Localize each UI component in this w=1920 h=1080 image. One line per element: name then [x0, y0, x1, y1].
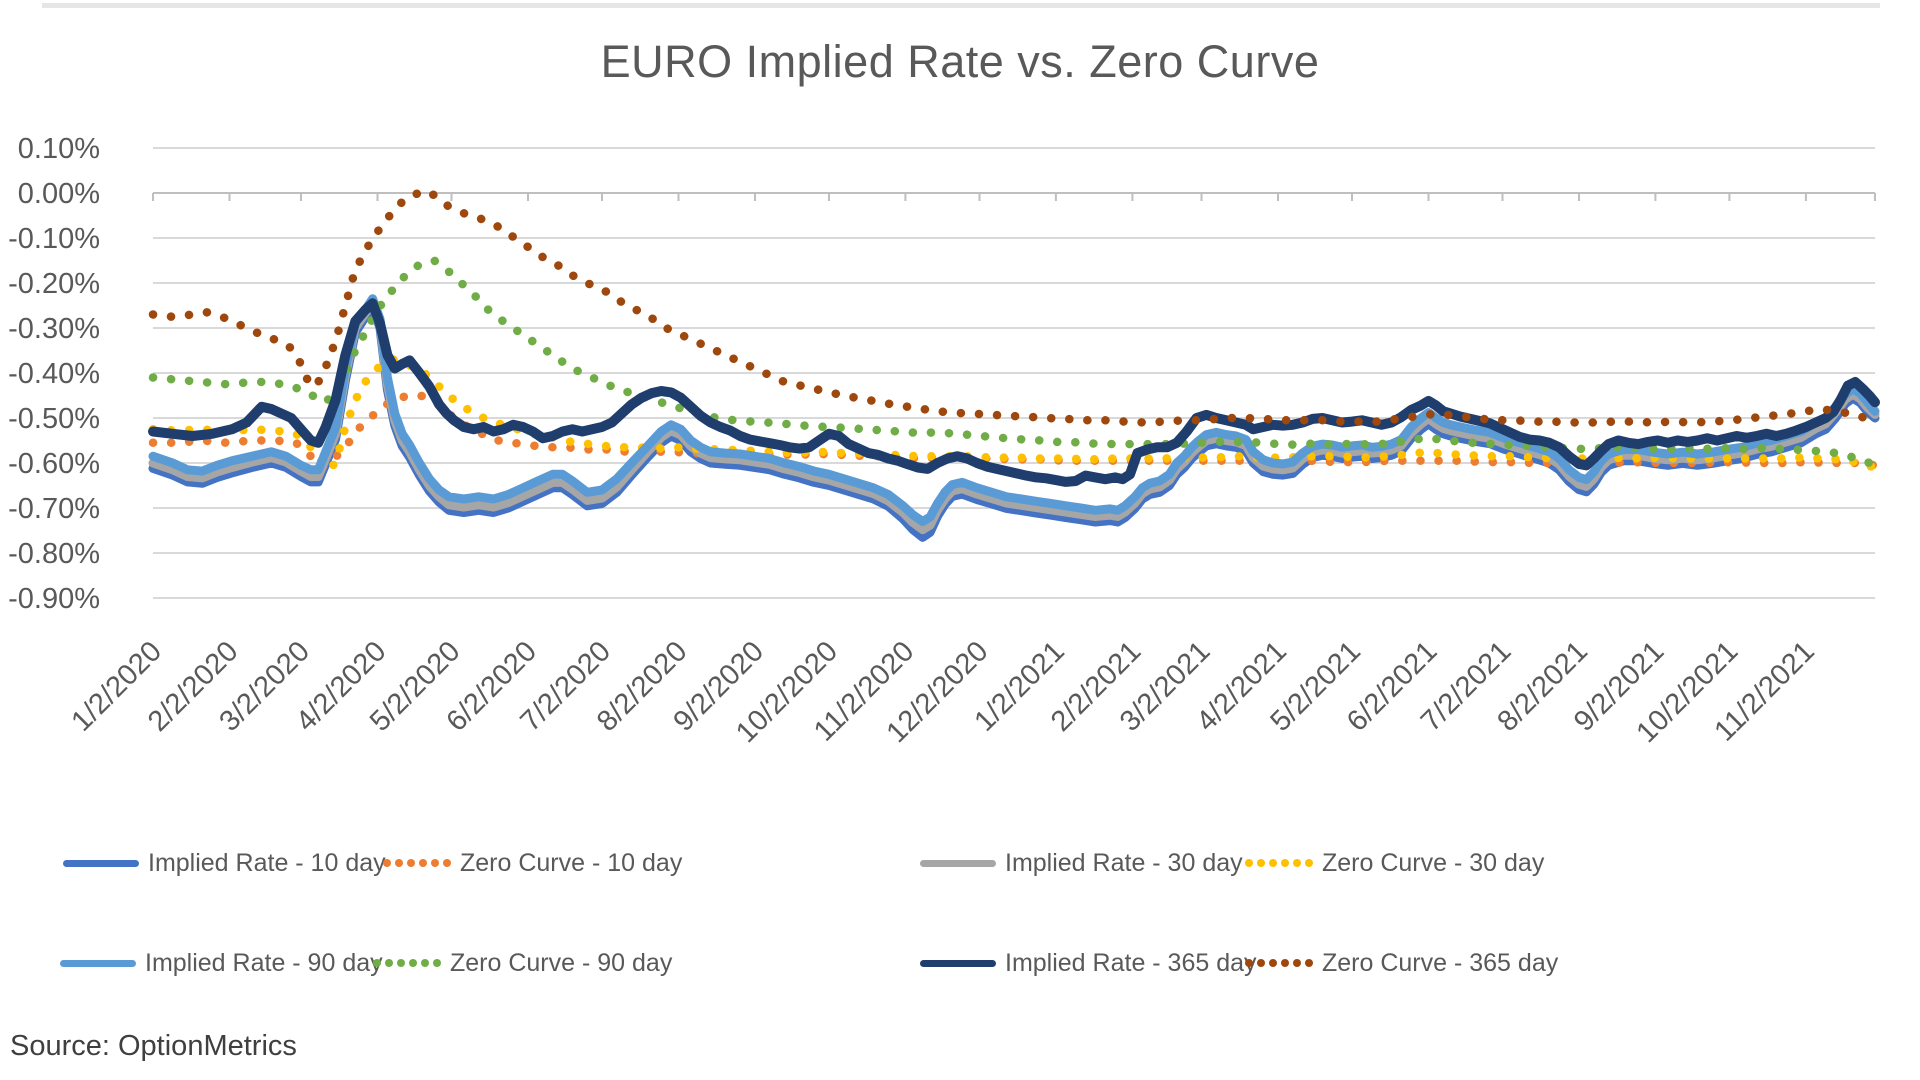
y-tick-label: -0.10% [8, 223, 100, 255]
legend-dots-swatch-zc365 [1245, 959, 1313, 967]
y-tick-label: -0.60% [8, 448, 100, 480]
y-tick-label: -0.20% [8, 268, 100, 300]
y-tick-label: -0.30% [8, 313, 100, 345]
legend-label: Zero Curve - 90 day [450, 948, 673, 977]
legend-item-zc90: Zero Curve - 90 day [373, 945, 672, 981]
y-tick-label: 0.00% [18, 178, 100, 210]
top-divider-bar [42, 3, 1880, 8]
y-tick-label: -0.40% [8, 358, 100, 390]
legend-line-swatch-ir30 [920, 859, 996, 867]
legend-item-ir30: Implied Rate - 30 day [920, 845, 1243, 881]
legend-dots-swatch-zc10 [383, 859, 451, 867]
legend-label: Implied Rate - 30 day [1005, 848, 1243, 877]
legend-item-ir10: Implied Rate - 10 day [63, 845, 386, 881]
series-ir30 [148, 297, 1880, 535]
y-tick-label: -0.90% [8, 583, 100, 615]
legend-label: Zero Curve - 365 day [1322, 948, 1559, 977]
legend-item-ir90: Implied Rate - 90 day [60, 945, 383, 981]
legend-label: Implied Rate - 365 day [1005, 948, 1257, 977]
legend-item-zc365: Zero Curve - 365 day [1245, 945, 1558, 981]
legend-label: Implied Rate - 10 day [148, 848, 386, 877]
legend-line-swatch-ir365 [920, 959, 996, 967]
y-tick-label: -0.70% [8, 493, 100, 525]
legend-dots-swatch-zc90 [373, 959, 441, 967]
chart-plot-area: 0.10% 0.00% -0.10% -0.20% -0.30% -0.40% -0.50%… [8, 133, 1880, 749]
series-ir90 [148, 294, 1880, 526]
legend-label: Zero Curve - 30 day [1322, 848, 1545, 877]
legend-dots-swatch-zc30 [1245, 859, 1313, 867]
legend-item-zc10: Zero Curve - 10 day [383, 845, 682, 881]
series-zc90 [148, 256, 1880, 470]
source-caption: Source: OptionMetrics [10, 1030, 297, 1062]
series-ir365 [148, 298, 1880, 487]
legend-item-ir365: Implied Rate - 365 day [920, 945, 1257, 981]
legend-label: Zero Curve - 10 day [460, 848, 683, 877]
series-zc30 [148, 355, 1880, 475]
legend-line-swatch-ir90 [60, 959, 136, 967]
legend-item-zc30: Zero Curve - 30 day [1245, 845, 1544, 881]
legend-line-swatch-ir10 [63, 859, 139, 867]
series-zc365 [148, 186, 1880, 427]
legend-label: Implied Rate - 90 day [145, 948, 383, 977]
y-tick-label: -0.50% [8, 403, 100, 435]
y-tick-label: 0.10% [18, 133, 100, 165]
y-tick-label: -0.80% [8, 538, 100, 570]
chart-title: EURO Implied Rate vs. Zero Curve [600, 36, 1320, 87]
